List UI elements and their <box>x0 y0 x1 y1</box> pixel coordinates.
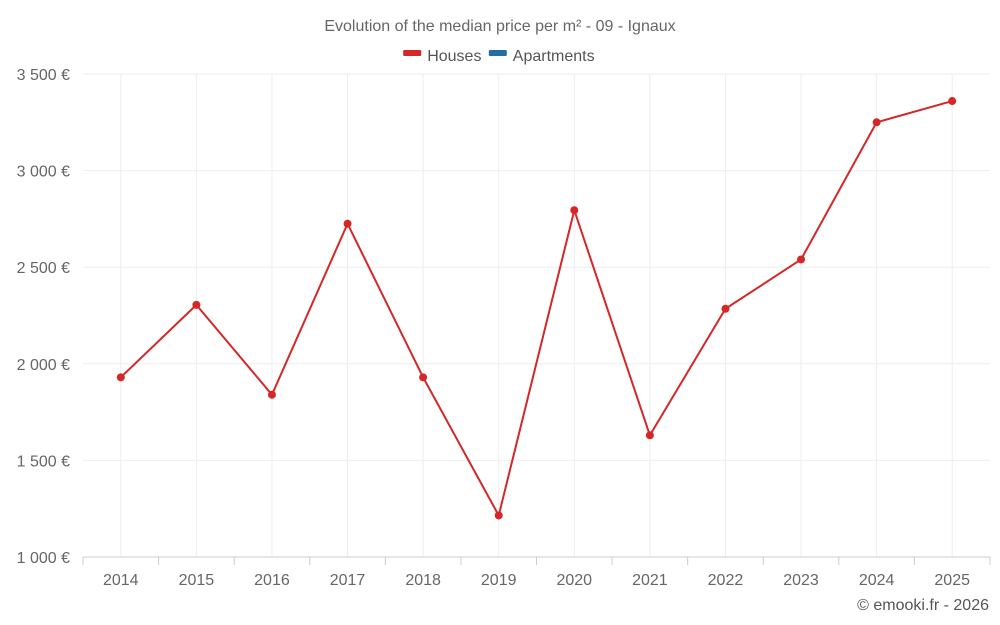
x-tick-label: 2014 <box>103 572 139 589</box>
data-point[interactable] <box>343 219 352 228</box>
x-tick-label: 2025 <box>934 572 970 589</box>
data-point[interactable] <box>797 255 806 264</box>
legend-item-apartments[interactable]: Apartments <box>513 48 595 65</box>
data-point[interactable] <box>192 300 201 309</box>
y-tick-label: 3 000 € <box>17 164 70 181</box>
x-tick-label: 2020 <box>556 572 592 589</box>
data-point[interactable] <box>872 118 881 127</box>
data-point[interactable] <box>570 206 579 215</box>
series <box>116 97 957 520</box>
x-axis: 2014 2015 2016 2017 2018 2019 2020 2021 2022 2023… <box>82 556 991 589</box>
data-point[interactable] <box>645 431 654 440</box>
data-point[interactable] <box>948 97 957 106</box>
x-tick-label: 2023 <box>783 572 819 589</box>
x-tick-label: 2018 <box>405 572 441 589</box>
x-tick-label: 2019 <box>481 572 517 589</box>
legend-item-houses[interactable]: Houses <box>427 48 481 65</box>
x-tick-label: 2022 <box>708 572 744 589</box>
y-axis: 1 000 € 1 500 € 2 000 € 2 500 € 3 000 € 3 500… <box>17 67 70 567</box>
credit-text: © emooki.fr - 2026 <box>857 597 989 614</box>
x-tick-label: 2015 <box>179 572 215 589</box>
legend-swatch-houses <box>403 50 422 56</box>
data-point[interactable] <box>494 511 503 520</box>
series-line-houses <box>120 100 953 517</box>
legend: Houses Apartments <box>403 48 595 65</box>
x-tick-label: 2024 <box>859 572 895 589</box>
grid <box>83 73 990 557</box>
legend-swatch-apartments <box>488 50 507 56</box>
x-tick-label: 2016 <box>254 572 290 589</box>
y-tick-label: 2 500 € <box>17 260 70 277</box>
x-tick-label: 2021 <box>632 572 668 589</box>
data-point[interactable] <box>116 373 125 382</box>
chart-title: Evolution of the median price per m² - 0… <box>324 18 675 35</box>
data-point[interactable] <box>267 390 276 399</box>
y-tick-label: 2 000 € <box>17 357 70 374</box>
data-point[interactable] <box>419 373 428 382</box>
y-tick-label: 3 500 € <box>17 67 70 84</box>
y-tick-label: 1 000 € <box>17 550 70 567</box>
x-tick-label: 2017 <box>330 572 366 589</box>
y-tick-label: 1 500 € <box>17 453 70 470</box>
data-point[interactable] <box>721 304 730 313</box>
